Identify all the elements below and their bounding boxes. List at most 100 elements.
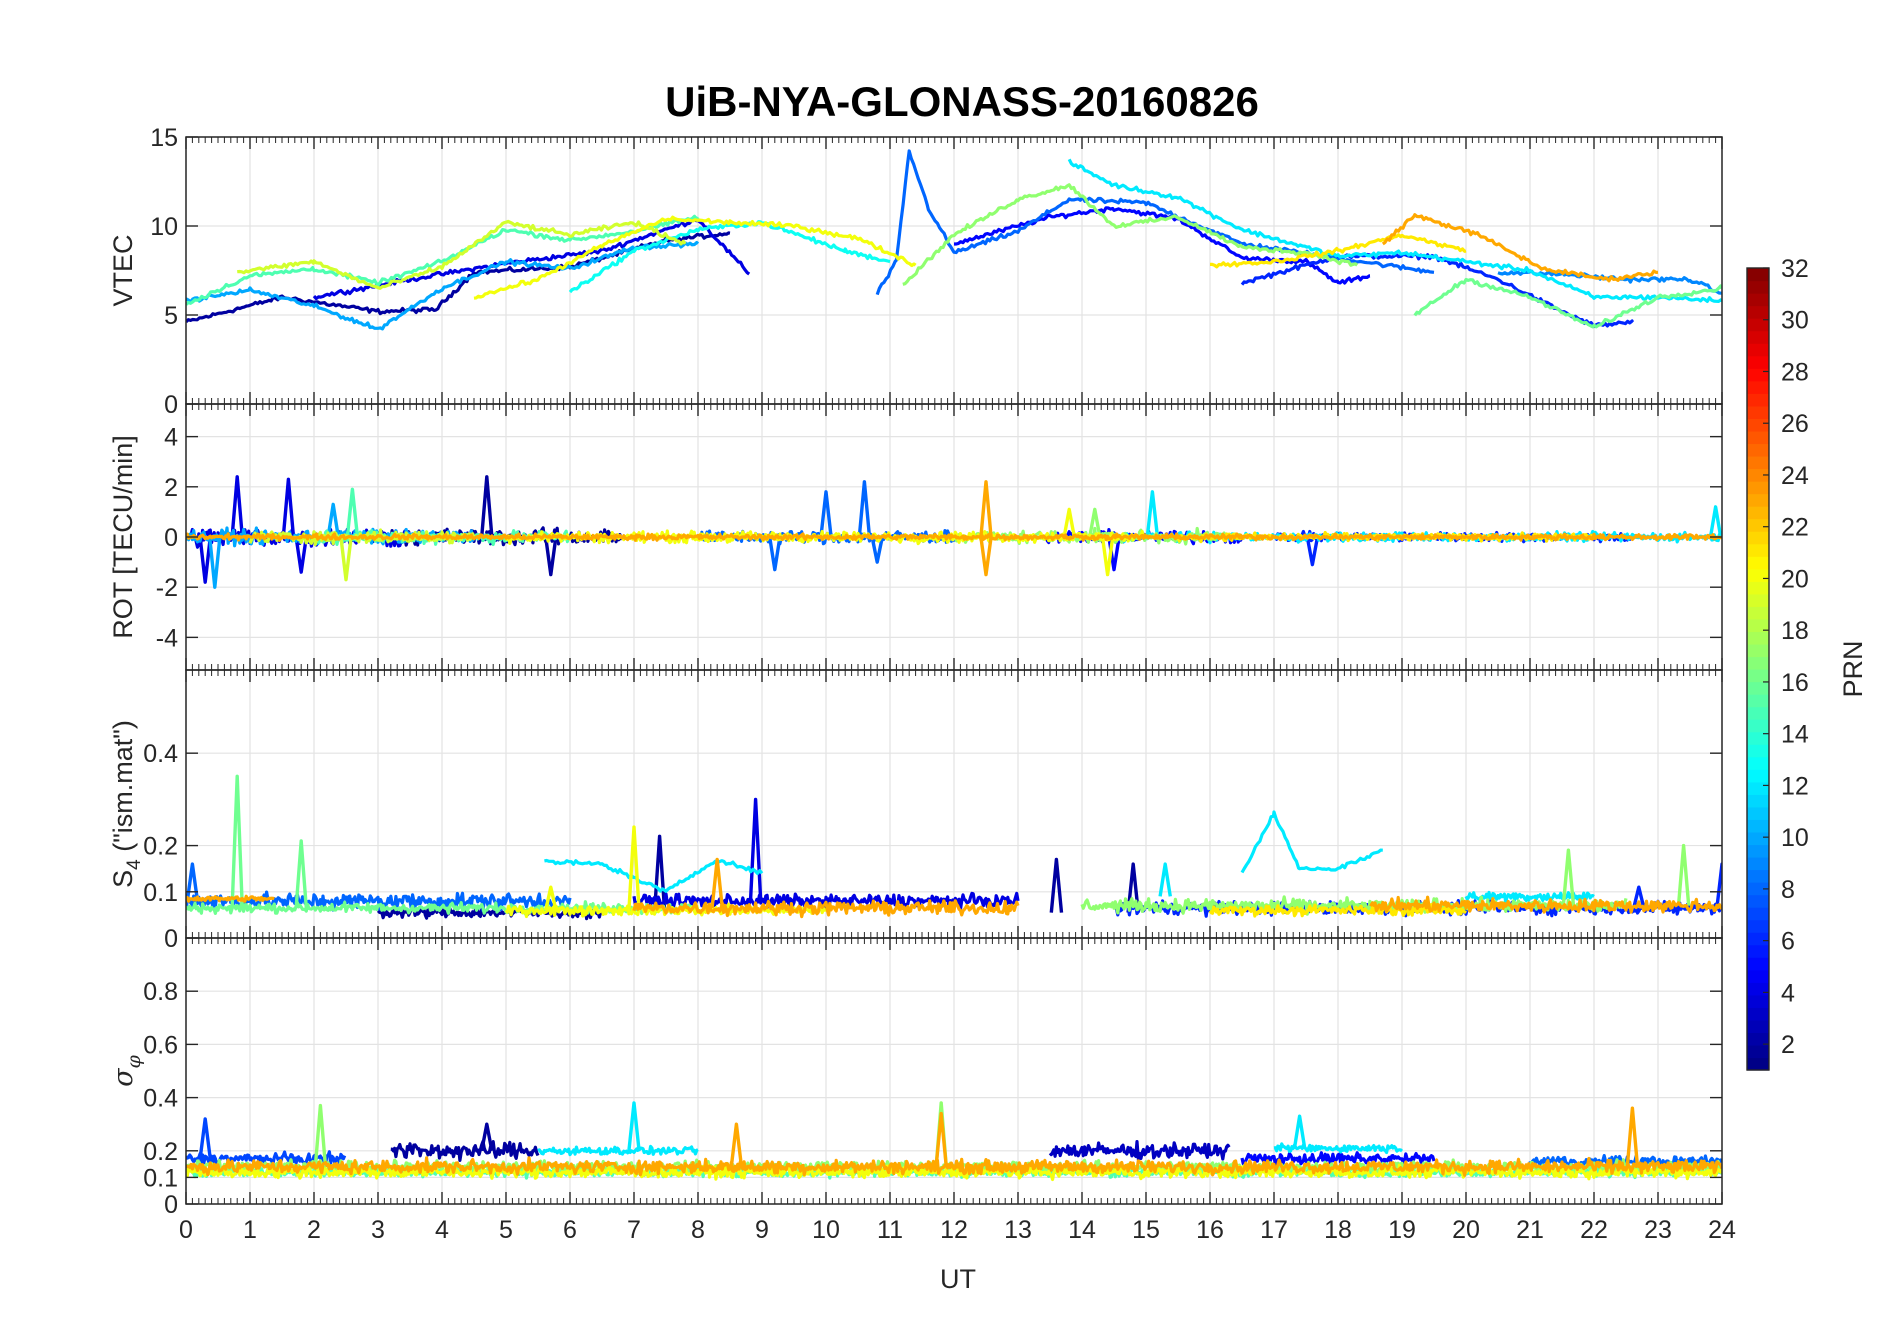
colorbar-band <box>1747 894 1769 908</box>
y-tick-label: 0.2 <box>143 833 178 861</box>
series-group <box>186 774 1722 921</box>
spike-prn-2 <box>480 1122 494 1152</box>
spike-prn-4 <box>748 797 763 902</box>
spike-prn-12 <box>1145 490 1160 538</box>
colorbar-band <box>1747 694 1769 708</box>
colorbar-band <box>1747 957 1769 971</box>
colorbar-band <box>1747 731 1769 745</box>
series-prn-17 <box>1080 895 1628 916</box>
panel-rot: -4 -2 0 2 4 ROT [TECU/min] <box>108 403 1723 671</box>
spike-prn-23 <box>710 857 724 909</box>
colorbar-band <box>1747 1032 1769 1046</box>
colorbar-band <box>1747 531 1769 545</box>
colorbar-band <box>1747 844 1769 858</box>
colorbar-tick-label: 12 <box>1781 772 1809 800</box>
spike-prn-2 <box>544 536 558 577</box>
spike-prn-4 <box>281 477 296 538</box>
colorbar-band <box>1747 343 1769 357</box>
series-prn-23 <box>1369 895 1722 914</box>
colorbar-band <box>1747 430 1769 445</box>
y-axis-label: ROT [TECU/min] <box>108 435 138 639</box>
y-tick-label: 0.1 <box>143 879 178 907</box>
x-tick-label: 23 <box>1644 1216 1672 1244</box>
colorbar-tick-label: 32 <box>1781 255 1809 283</box>
colorbar-band <box>1747 631 1769 645</box>
spike-prn-12 <box>1292 1114 1307 1149</box>
series-prn-23 <box>632 899 1020 919</box>
colorbar-band <box>1747 669 1769 683</box>
x-tick-label: 16 <box>1196 1216 1224 1244</box>
x-tick-label: 6 <box>563 1216 577 1244</box>
spike-prn-15 <box>345 487 360 538</box>
series-prn-19 <box>237 219 687 290</box>
colorbar-tick-label: 28 <box>1781 358 1809 386</box>
spike-prn-7 <box>198 1117 212 1160</box>
spike-prn-23 <box>1625 1106 1640 1167</box>
colorbar-tick-label: 16 <box>1781 669 1809 697</box>
colorbar-tick-label: 26 <box>1781 410 1809 438</box>
colorbar-band <box>1747 293 1769 307</box>
spike-prn-23 <box>934 1111 948 1167</box>
y-tick-label: 2 <box>164 474 178 502</box>
colorbar-band <box>1747 405 1769 419</box>
panel-vtec: 0 5 10 15 VTEC <box>108 124 1723 419</box>
spike-prn-20 <box>544 885 558 911</box>
series-prn-13 <box>568 220 891 294</box>
x-tick-label: 1 <box>243 1216 257 1244</box>
spike-prn-23 <box>979 536 993 577</box>
colorbar-band <box>1747 380 1769 394</box>
colorbar-band <box>1747 506 1769 520</box>
colorbar-band <box>1747 1019 1769 1034</box>
spike-prn-6 <box>1632 885 1646 909</box>
colorbar-band <box>1747 769 1769 783</box>
spike-prn-17 <box>1088 507 1102 538</box>
spike-prn-16 <box>230 774 244 909</box>
x-tick-label: 15 <box>1132 1216 1160 1244</box>
spike-prn-8 <box>857 480 872 538</box>
y-tick-label: 0.6 <box>143 1031 178 1059</box>
colorbar-band <box>1747 969 1769 983</box>
y-tick-label: 0.8 <box>143 978 178 1006</box>
spike-prn-10 <box>208 536 222 589</box>
x-tick-label: 22 <box>1580 1216 1608 1244</box>
y-axis-label: S4 ("ism.mat") <box>108 720 145 888</box>
spike-prn-20 <box>1062 507 1076 538</box>
colorbar-band <box>1747 944 1769 958</box>
series-prn-5 <box>1240 1151 1436 1166</box>
colorbar-band <box>1747 368 1769 382</box>
colorbar-band <box>1747 418 1769 432</box>
y-tick-label: -4 <box>156 624 178 652</box>
spike-prn-12 <box>1708 505 1722 538</box>
colorbar-band <box>1747 1007 1769 1021</box>
y-axis-label: σφ <box>108 1054 145 1086</box>
colorbar-tick-label: 8 <box>1781 876 1795 904</box>
spike-prn-12 <box>627 1101 641 1151</box>
colorbar-band <box>1747 744 1769 758</box>
spike-prn-12 <box>1158 862 1172 897</box>
series-prn-2 <box>390 1139 540 1162</box>
spike-prn-2 <box>1049 857 1064 913</box>
colorbar-tick-label: 24 <box>1781 462 1809 490</box>
series-prn-5 <box>954 206 1371 285</box>
series-prn-12 <box>1067 158 1722 303</box>
spike-prn-6 <box>1715 862 1722 909</box>
spike-prn-4 <box>198 536 212 584</box>
y-axis-label: VTEC <box>108 234 138 306</box>
x-tick-label: 14 <box>1068 1216 1096 1244</box>
colorbar-band <box>1747 882 1769 896</box>
series-prn-16 <box>1413 277 1722 329</box>
colorbar-band <box>1747 806 1769 820</box>
colorbar-band <box>1747 907 1769 921</box>
spike-prn-6 <box>1305 536 1320 567</box>
series-prn-20 <box>473 215 917 300</box>
series-prn-7 <box>186 1150 347 1167</box>
colorbar-band <box>1747 455 1769 470</box>
x-tick-label: 19 <box>1388 1216 1416 1244</box>
colorbar-band <box>1747 831 1769 846</box>
x-tick-label: 5 <box>499 1216 513 1244</box>
colorbar-band <box>1747 593 1769 607</box>
